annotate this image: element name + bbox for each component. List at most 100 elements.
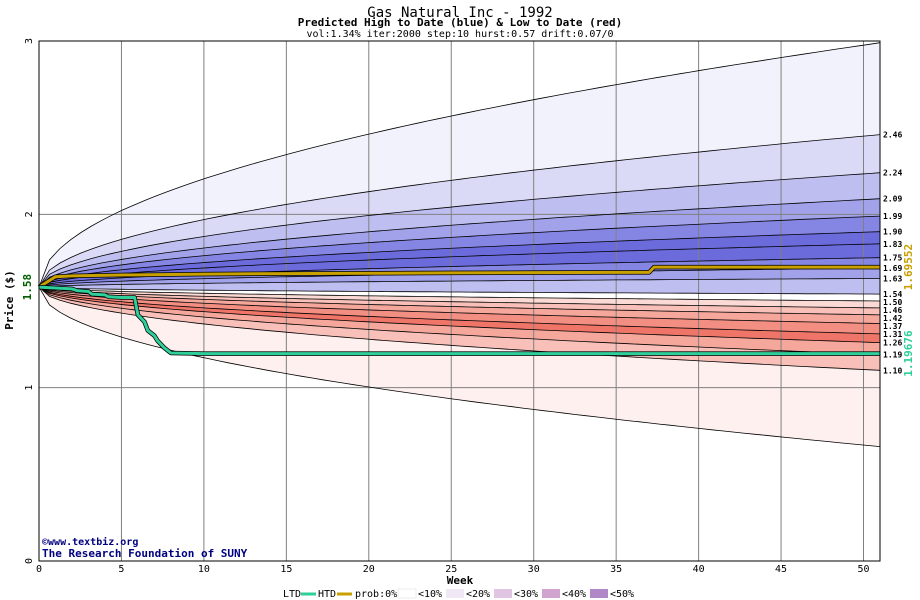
- final-value-label-6: 1.75: [883, 254, 902, 263]
- legend-bin-3: <40%: [562, 589, 586, 600]
- y-tick-label-3: 3: [24, 38, 35, 44]
- x-tick-label-6: 30: [528, 564, 540, 575]
- contour-line-18: [38, 286, 881, 371]
- probability-band-1: [39, 134, 880, 288]
- x-tick-label-0: 0: [36, 564, 42, 575]
- legend-bin-0: <10%: [418, 589, 442, 600]
- x-tick-label-9: 45: [775, 564, 787, 575]
- probability-band-6: [39, 243, 880, 288]
- probability-band-16: [39, 287, 880, 355]
- probability-band-2: [39, 172, 880, 288]
- x-axis-ticks: 0 5 10 15 20 25 30 35 40 45 50: [36, 564, 870, 575]
- probability-band-3: [39, 198, 880, 288]
- contour-lines: [38, 42, 881, 447]
- y-axis-label: Price ($): [3, 270, 16, 330]
- contour-line-14: [38, 286, 881, 324]
- plot-frame: [38, 40, 881, 562]
- final-value-label-8: 1.63: [883, 274, 902, 283]
- y-tick-label-2: 2: [24, 211, 35, 217]
- series-line-ltd: [38, 285, 880, 356]
- probability-band-18: [39, 287, 880, 447]
- final-value-label-11: 1.46: [883, 306, 902, 315]
- contour-line-0: [38, 42, 881, 288]
- probability-band-0: [39, 42, 880, 288]
- probability-band-11: [39, 287, 880, 308]
- start-price-label: 1.58: [21, 274, 34, 301]
- legend-swatch-3: [542, 589, 560, 598]
- credit-org: The Research Foundation of SUNY: [42, 547, 248, 560]
- final-value-label-5: 1.83: [883, 240, 902, 249]
- legend: LTD HTD prob:0% <10% <20% <30% <40% <50%: [283, 588, 634, 600]
- legend-bin-4: <50%: [610, 589, 634, 600]
- probability-band-10: [39, 287, 880, 301]
- final-value-label-3: 1.99: [883, 212, 902, 221]
- chart-subtitle: Predicted High to Date (blue) & Low to D…: [298, 16, 623, 29]
- x-tick-label-1: 5: [118, 564, 124, 575]
- legend-htd-label: HTD: [318, 589, 336, 600]
- x-axis-label: Week: [447, 574, 474, 587]
- final-value-label-17: 1.10: [883, 366, 902, 375]
- contour-line-12: [38, 286, 881, 309]
- final-value-label-12: 1.42: [883, 314, 902, 323]
- final-value-labels: 2.46 2.24 2.09 1.99 1.90 1.83 1.751.691.63 1.54…: [883, 131, 902, 376]
- contour-line-11: [38, 286, 881, 302]
- legend-ltd-label: LTD: [283, 589, 301, 600]
- contour-line-10: [38, 286, 881, 295]
- x-tick-label-3: 15: [280, 564, 292, 575]
- chart-title: Gas Natural Inc - 1992: [367, 5, 552, 21]
- contour-line-3: [38, 198, 881, 288]
- final-value-label-4: 1.90: [883, 228, 902, 237]
- probability-band-15: [39, 287, 880, 343]
- legend-bin-1: <20%: [466, 589, 490, 600]
- final-value-label-0: 2.46: [883, 131, 902, 140]
- x-tick-label-10: 50: [857, 564, 869, 575]
- contour-line-9: [38, 278, 880, 288]
- credit-site: ©www.textbiz.org: [42, 536, 138, 548]
- x-tick-label-5: 25: [445, 564, 457, 575]
- probability-band-12: [39, 287, 880, 315]
- final-value-label-16: 1.19: [883, 351, 902, 360]
- probability-band-8: [39, 268, 880, 288]
- y-tick-label-0: 0: [24, 558, 35, 564]
- final-value-label-1: 2.24: [883, 169, 902, 178]
- x-tick-label-2: 10: [198, 564, 210, 575]
- probability-band-14: [39, 287, 880, 334]
- final-value-label-9: 1.54: [883, 290, 902, 299]
- contour-line-6: [38, 243, 881, 288]
- final-value-label-15: 1.26: [883, 339, 902, 348]
- final-value-label-2: 2.09: [883, 195, 902, 204]
- x-tick-label-4: 20: [363, 564, 375, 575]
- series-line-htd: [38, 265, 880, 289]
- probability-band-5: [39, 231, 880, 288]
- contour-line-2: [38, 172, 881, 288]
- legend-bin-2: <30%: [514, 589, 538, 600]
- legend-prob-label: prob:0%: [355, 589, 397, 600]
- probability-band-13: [39, 287, 880, 324]
- x-tick-label-8: 40: [693, 564, 705, 575]
- series-lines: [37, 264, 880, 356]
- credit-site-text: www.textbiz.org: [48, 536, 138, 548]
- legend-swatch-1: [446, 589, 464, 598]
- contour-line-17: [38, 286, 881, 356]
- legend-swatch-4: [590, 589, 608, 598]
- legend-swatch-2: [494, 589, 512, 598]
- final-value-label-14: 1.31: [883, 330, 902, 339]
- contour-line-4: [38, 215, 881, 288]
- probability-band-17: [39, 287, 880, 371]
- ltd-final-label: 1.19676: [902, 330, 915, 377]
- contour-line-5: [38, 231, 881, 288]
- y-tick-label-1: 1: [24, 385, 35, 391]
- final-value-label-13: 1.37: [883, 322, 902, 331]
- copyright-icon: ©: [42, 537, 49, 548]
- legend-swatch-0: [397, 588, 417, 599]
- y-axis-ticks: 0 1 2 3: [24, 38, 35, 564]
- final-value-label-7: 1.69: [883, 264, 902, 273]
- contour-line-16: [38, 286, 881, 343]
- probability-band-4: [39, 216, 880, 288]
- htd-final-label: 1.69552: [902, 244, 915, 290]
- contour-line-1: [38, 134, 881, 288]
- contour-line-13: [38, 286, 881, 316]
- x-tick-label-7: 35: [610, 564, 622, 575]
- contour-line-15: [38, 286, 881, 335]
